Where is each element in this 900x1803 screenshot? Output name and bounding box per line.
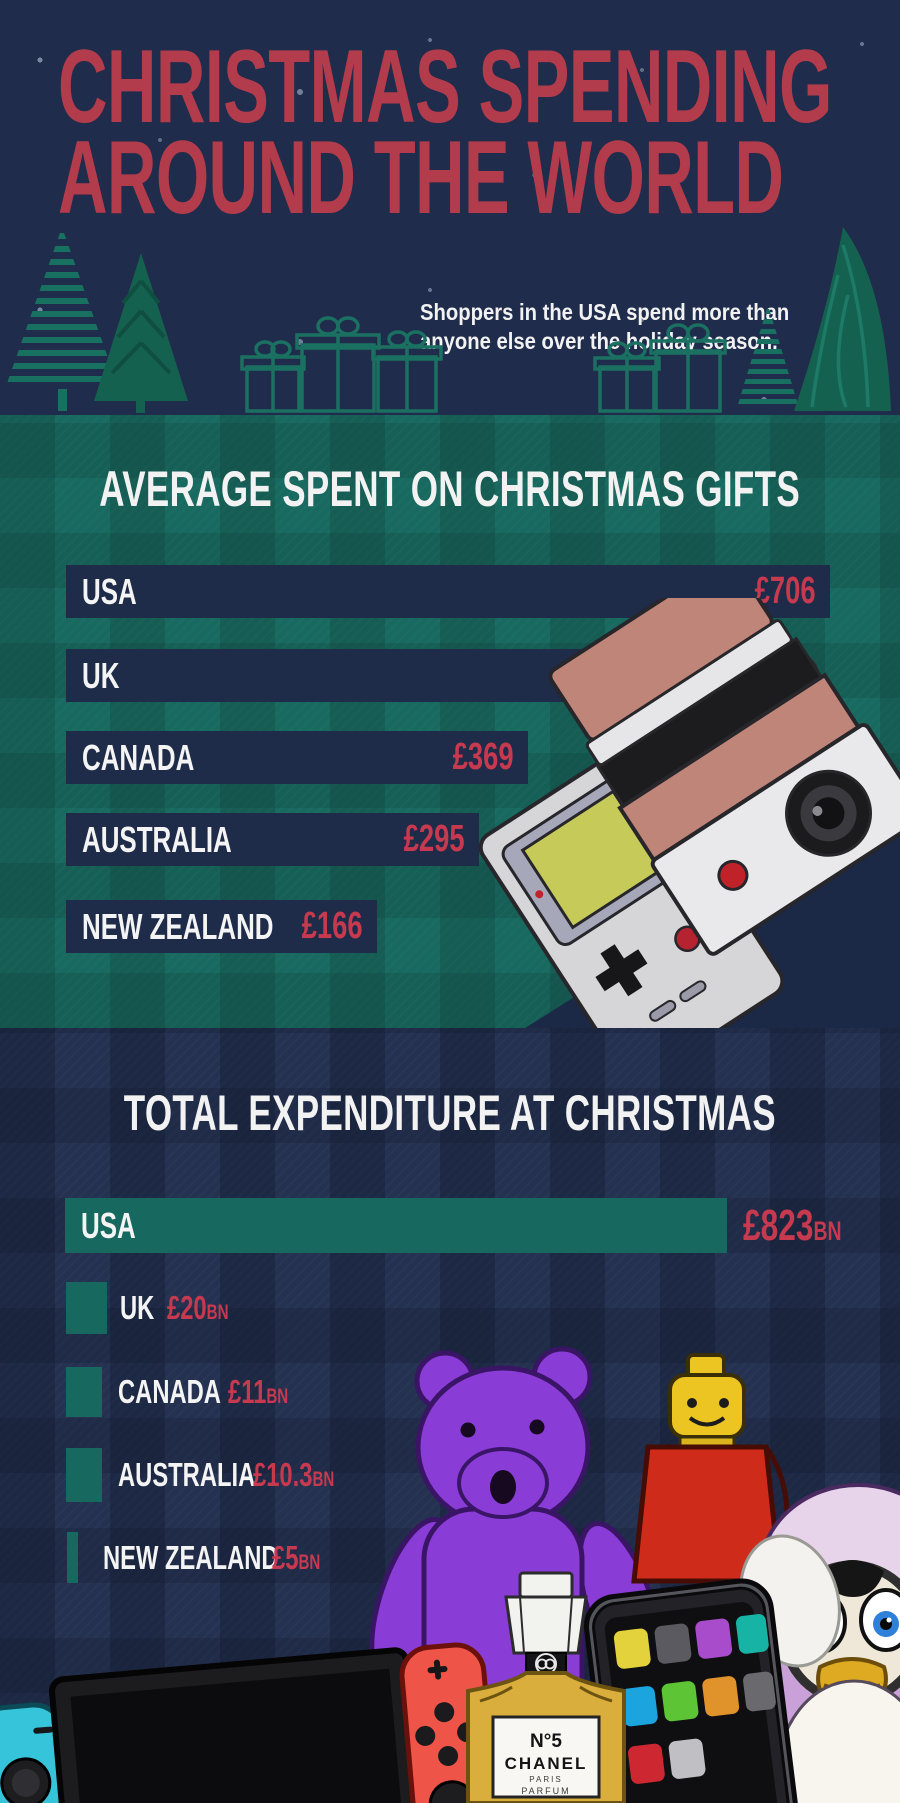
chevron-tree-icon [94,253,188,413]
bar-australia-value: £295 [404,818,465,860]
bar-canada-label: CANADA [82,736,195,778]
polaroid-camera-icon [548,598,900,956]
tree-trunk [58,389,67,411]
bar-new-zealand-label: NEW ZEALAND [82,905,274,947]
exp-canada-label: CANADA [118,1373,221,1410]
subtitle-line1: Shoppers in the USA spend more than [420,299,790,325]
average-spent-chart-section: AVERAGE SPENT ON CHRISTMAS GIFTS USA £70… [0,415,900,1028]
chanel-label-brand: CHANEL [505,1754,588,1773]
exp-australia-value: £10.3BN [253,1456,335,1493]
chart2-title: TOTAL EXPENDITURE AT CHRISTMAS [123,1085,777,1141]
chanel-perfume-icon: N°5 CHANEL PARIS PARFUM [466,1571,626,1803]
exp-bar-usa: USA [65,1198,727,1253]
bar-australia-label: AUSTRALIA [82,818,232,860]
page-title-line2: AROUND THE WORLD [58,120,784,236]
exp-bar-new-zealand [67,1532,78,1583]
exp-bar-canada [66,1367,102,1417]
exp-uk-value: £20BN [167,1289,229,1326]
nintendo-switch-icon [0,1642,500,1803]
exp-bar-australia [66,1448,102,1502]
chanel-label-city: PARIS [529,1775,562,1784]
exp-new-zealand-label: NEW ZEALAND [103,1538,279,1576]
exp-australia-label: AUSTRALIA [118,1456,256,1493]
smartphone-icon [583,1578,803,1803]
bar-usa-label: USA [82,570,137,612]
bar-uk-label: UK [82,654,120,696]
christmas-trees-and-gifts-illustration [5,227,891,413]
page-title: CHRISTMAS SPENDING AROUND THE WORLD [58,29,900,236]
bar-new-zealand: NEW ZEALAND £166 [66,900,377,953]
striped-tree-small-icon [736,309,800,404]
total-expenditure-chart-section: TOTAL EXPENDITURE AT CHRISTMAS USA £823B… [0,1028,900,1803]
exp-bar-uk [66,1282,107,1334]
exp-uk-label: UK [120,1289,155,1326]
exp-usa-value: £823BN [743,1200,842,1250]
bar-australia: AUSTRALIA £295 [66,813,479,866]
bar-canada: CANADA £369 [66,731,528,784]
striped-tree-icon [5,233,119,382]
page-title-line1: CHRISTMAS SPENDING [58,29,832,145]
gift-boxes-icons [240,316,727,413]
chart1-title: AVERAGE SPENT ON CHRISTMAS GIFTS [99,461,801,517]
chanel-label-type: PARFUM [521,1786,570,1796]
leafy-tree-icon [794,227,891,411]
exp-new-zealand-value: £5BN [272,1538,321,1576]
toys-illustration: N°5 CHANEL PARIS PARFUM [0,1346,900,1803]
retro-gadgets-illustration [478,598,900,1028]
exp-canada-value: £11BN [228,1373,289,1410]
chanel-label-number: N°5 [530,1731,562,1752]
exp-usa-label: USA [81,1204,136,1246]
header-section: CHRISTMAS SPENDING AROUND THE WORLD Shop… [0,0,900,415]
bar-canada-value: £369 [453,736,514,778]
bar-new-zealand-value: £166 [302,905,363,947]
bar-usa-value: £706 [755,570,816,612]
